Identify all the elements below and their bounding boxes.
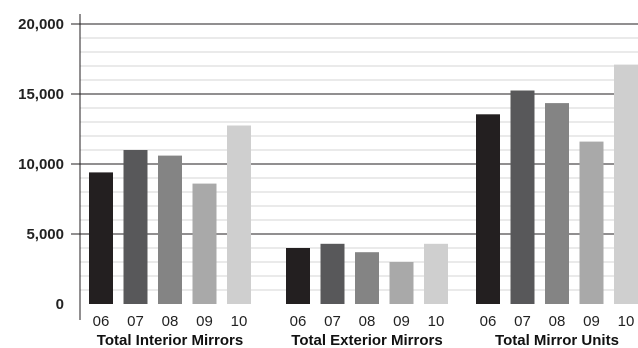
x-tick-label: 07 (127, 313, 144, 330)
y-tick-label: 20,000 (18, 16, 64, 33)
y-tick-label: 0 (56, 296, 64, 313)
x-tick-label: 09 (196, 313, 213, 330)
x-tick-label: 08 (549, 313, 566, 330)
bar (614, 64, 638, 304)
bar (123, 150, 148, 304)
bar (286, 248, 310, 304)
x-tick-label: 09 (583, 313, 600, 330)
x-tick-label: 10 (428, 313, 445, 330)
group-label: Total Interior Mirrors (97, 332, 243, 348)
x-tick-label: 08 (359, 313, 376, 330)
bar (227, 125, 251, 304)
x-tick-label: 06 (480, 313, 497, 330)
bar (424, 243, 448, 304)
bar (545, 103, 569, 304)
x-tick-label: 09 (393, 313, 410, 330)
bar (355, 252, 379, 304)
x-axis: 06 07 08 09 10 Total Interior Mirrors 06 07 08 09… (93, 313, 635, 348)
bar (158, 155, 182, 304)
y-axis: 0 5,000 10,000 15,000 20,000 (18, 14, 81, 320)
x-tick-label: 07 (324, 313, 341, 330)
x-tick-label: 08 (162, 313, 179, 330)
x-tick-label: 06 (93, 313, 110, 330)
group-label: Total Mirror Units (495, 332, 619, 348)
bar (89, 172, 113, 304)
bar (476, 114, 500, 304)
bar (579, 141, 604, 304)
x-tick-label: 10 (618, 313, 635, 330)
x-tick-label: 10 (231, 313, 248, 330)
bars (89, 64, 638, 304)
x-tick-label: 06 (290, 313, 307, 330)
bar (192, 183, 217, 304)
group-label: Total Exterior Mirrors (291, 332, 442, 348)
y-tick-label: 5,000 (26, 226, 64, 243)
y-tick-label: 15,000 (18, 86, 64, 103)
x-tick-label: 07 (514, 313, 531, 330)
bar (510, 90, 535, 304)
y-tick-label: 10,000 (18, 156, 64, 173)
bar (320, 243, 345, 304)
bar (389, 262, 414, 304)
